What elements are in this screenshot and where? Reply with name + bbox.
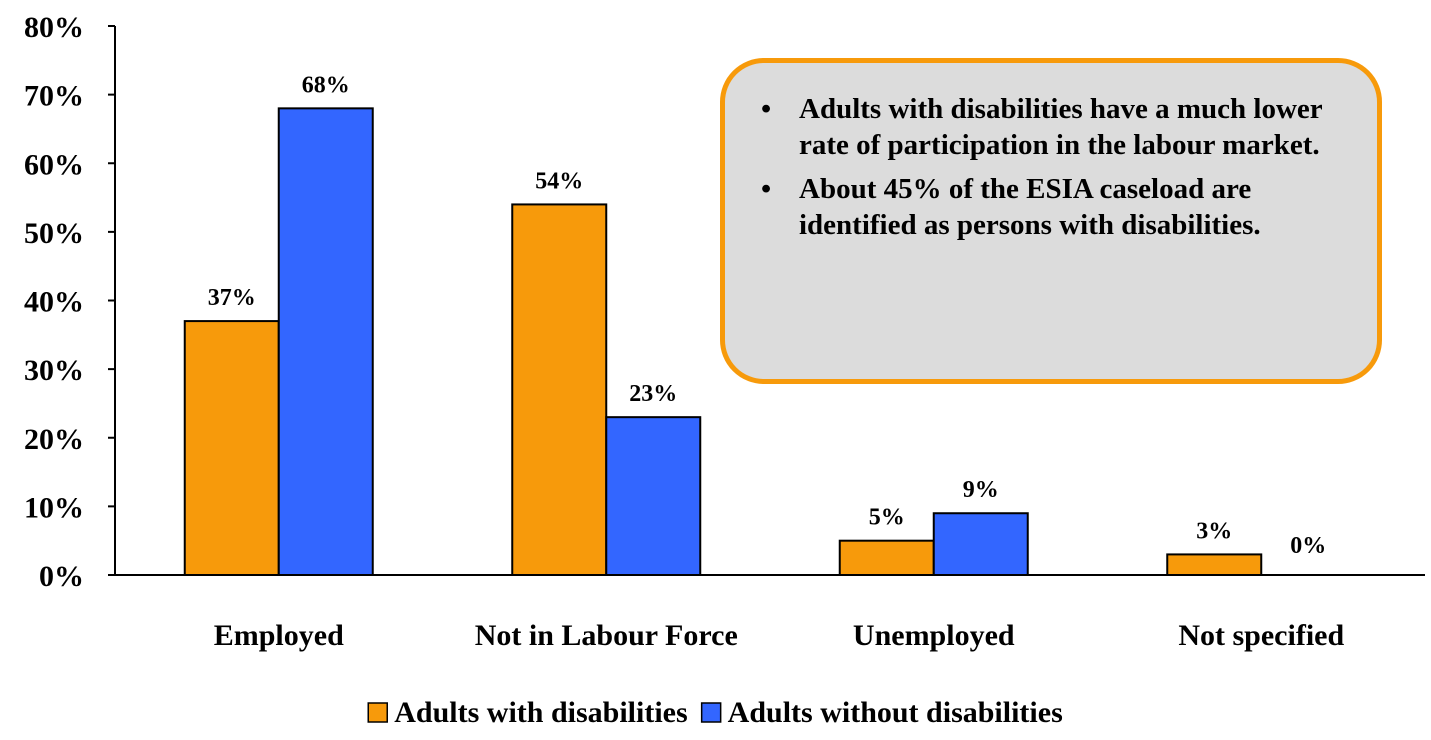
y-tick-label: 0% [39,560,84,593]
y-tick-label: 30% [24,354,84,387]
bar-with-disabilities-3 [838,539,935,576]
y-tick-label: 20% [24,423,84,456]
category-label: Not in Labour Force [475,619,738,652]
y-tick-label: 40% [24,286,84,319]
data-label: 23% [629,381,677,407]
bar-without-disabilities-2 [605,416,702,576]
category-label: Not specified [1178,619,1344,652]
legend-swatch-1 [367,702,388,723]
y-tick-label: 50% [24,217,84,250]
annotation-text-2: About 45% of the ESIA caseload are ident… [799,173,1261,241]
category-label: Unemployed [853,619,1015,652]
legend-swatch-2 [700,702,722,723]
y-ticks: 0% 10% 20% 30% 40% 50% 60% 70% 80% [24,11,115,593]
annotation-bullet-1: • Adults with disabilities have a much lo… [759,91,1347,163]
data-label: 3% [1196,518,1232,544]
data-labels: 37% 68% 54% 23% 5% 9% 3% 0% [208,72,1327,559]
bullet-marker: • [761,93,772,125]
annotation-text-1: Adults with disabilities have a much low… [799,93,1323,161]
data-label: 68% [302,72,350,98]
bar-with-disabilities-4 [1166,553,1263,576]
bullet-marker: • [761,173,772,205]
bar-without-disabilities-1 [277,107,374,576]
legend-label-2: Adults without disabilities [728,696,1063,729]
bars [183,107,1263,577]
y-tick-label: 70% [24,80,84,113]
category-label: Employed [214,619,344,652]
data-label: 9% [963,477,999,503]
data-label: 54% [535,168,583,194]
data-label: 5% [869,505,905,531]
bar-with-disabilities-2 [511,203,608,577]
y-tick-label: 10% [24,491,84,524]
annotation-list: • Adults with disabilities have a much lo… [759,91,1347,243]
y-tick-label: 80% [24,11,84,44]
bar-with-disabilities-1 [183,320,280,576]
bar-without-disabilities-3 [932,512,1029,576]
legend-label-1: Adults with disabilities [394,696,687,729]
legend: Adults with disabilities Adults without d… [367,696,1063,729]
data-label: 0% [1290,533,1326,559]
annotation-bullet-2: • About 45% of the ESIA caseload are iden… [759,171,1347,243]
category-labels: Employed Not in Labour Force Unemployed Not… [214,619,1345,652]
legend-items: Adults with disabilities Adults without d… [367,696,1063,729]
data-label: 37% [208,285,256,311]
y-tick-label: 60% [24,148,84,181]
annotation-box: • Adults with disabilities have a much lo… [720,58,1382,384]
